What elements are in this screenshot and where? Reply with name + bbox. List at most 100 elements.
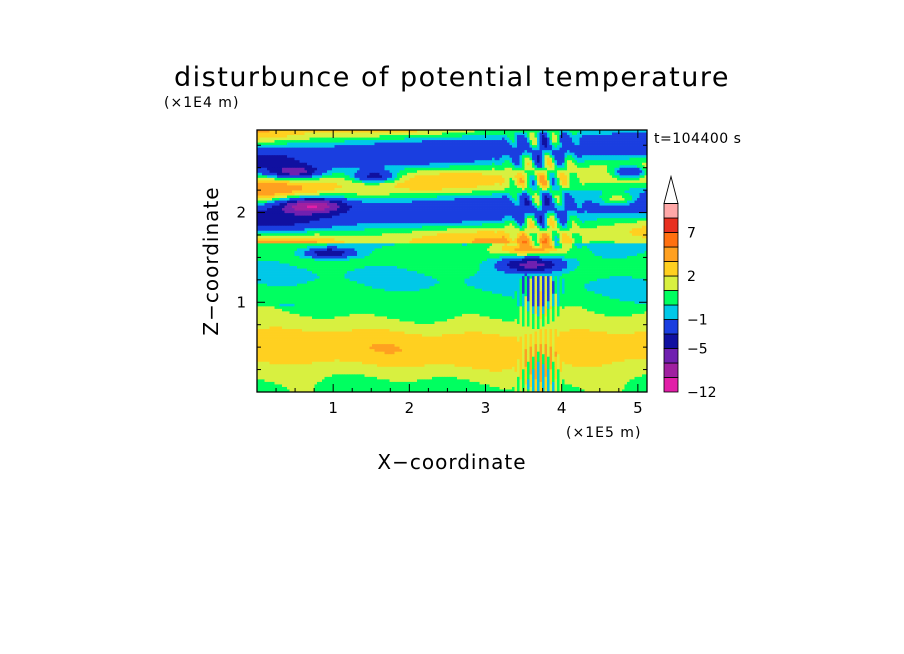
contour-cell [552,147,555,151]
contour-cell [644,172,647,176]
contour-cell [287,200,290,204]
contour-cell [369,198,373,201]
contour-cell [504,187,508,191]
contour-cell [534,157,538,161]
contour-cell [604,200,608,204]
contour-cell [384,132,388,136]
contour-cell [262,142,265,146]
contour-cell [499,142,503,146]
contour-cell [452,200,455,204]
contour-cell [267,135,270,138]
contour-cell [352,167,355,171]
contour-cell [452,152,455,156]
contour-cell [477,152,480,156]
contour-cell [392,130,395,133]
contour-cell [514,150,518,154]
contour-cell [359,195,363,199]
contour-cell [597,185,600,189]
contour-cell [414,157,418,161]
contour-cell [442,162,445,166]
contour-cell [484,177,488,181]
contour-cell [282,172,285,176]
contour-cell [294,172,298,176]
contour-cell [327,192,330,196]
contour-cell [407,187,410,191]
contour-cell [594,200,598,204]
contour-cell [412,170,415,174]
contour-cell [264,170,268,174]
contour-cell [582,198,585,201]
contour-cell [294,190,298,194]
contour-cell [304,175,308,179]
contour-cell [609,137,613,141]
contour-cell [354,135,358,138]
contour-cell [529,187,533,191]
contour-cell [534,152,538,156]
contour-cell [629,185,633,189]
contour-cell [264,130,268,133]
contour-cell [394,142,398,146]
contour-cell [334,203,338,206]
contour-cell [607,142,610,146]
contour-cell [519,130,523,133]
contour-cell [549,208,553,211]
contour-cell [382,195,385,199]
contour-cell [264,185,268,189]
contour-cell [424,192,428,196]
contour-cell [387,185,390,189]
contour-cell [552,200,555,204]
contour-cell [284,147,288,151]
contour-cell [334,208,338,211]
contour-cell [492,177,495,181]
contour-cell [502,157,505,161]
contour-cell [512,145,515,148]
contour-cell [462,175,465,179]
contour-cell [454,162,458,166]
contour-cell [417,157,420,161]
contour-cell [614,200,618,204]
contour-cell [279,162,283,166]
contour-cell [417,165,420,169]
contour-cell [387,180,390,184]
contour-cell [269,203,273,206]
contour-cell [332,205,335,209]
contour-cell [282,145,285,148]
contour-cell [569,145,573,148]
contour-cell [372,190,375,194]
contour-cell [259,162,263,166]
contour-cell [502,155,505,159]
contour-cell [519,150,523,154]
contour-cell [342,165,345,169]
contour-cell [322,192,325,196]
contour-cell [287,208,290,211]
contour-cell [477,160,480,164]
contour-cell [307,147,310,151]
contour-cell [424,135,428,138]
contour-cell [377,135,380,138]
contour-cell [349,198,353,201]
contour-cell [334,177,338,181]
contour-cell [404,150,408,154]
contour-cell [342,182,345,186]
contour-cell [512,152,515,156]
contour-cell [537,195,540,199]
contour-cell [497,142,500,146]
contour-cell [372,200,375,204]
contour-cell [449,167,453,171]
contour-cell [532,142,535,146]
contour-cell [257,182,260,186]
contour-cell [387,195,390,199]
contour-cell [419,185,423,189]
contour-cell [557,205,560,209]
contour-cell [417,132,420,136]
contour-cell [607,152,610,156]
contour-cell [327,172,330,176]
contour-cell [357,142,360,146]
contour-cell [352,190,355,194]
contour-cell [507,190,510,194]
contour-cell [487,198,490,201]
contour-cell [589,147,593,151]
contour-cell [369,177,373,181]
contour-cell [534,205,538,209]
contour-cell [394,208,398,211]
